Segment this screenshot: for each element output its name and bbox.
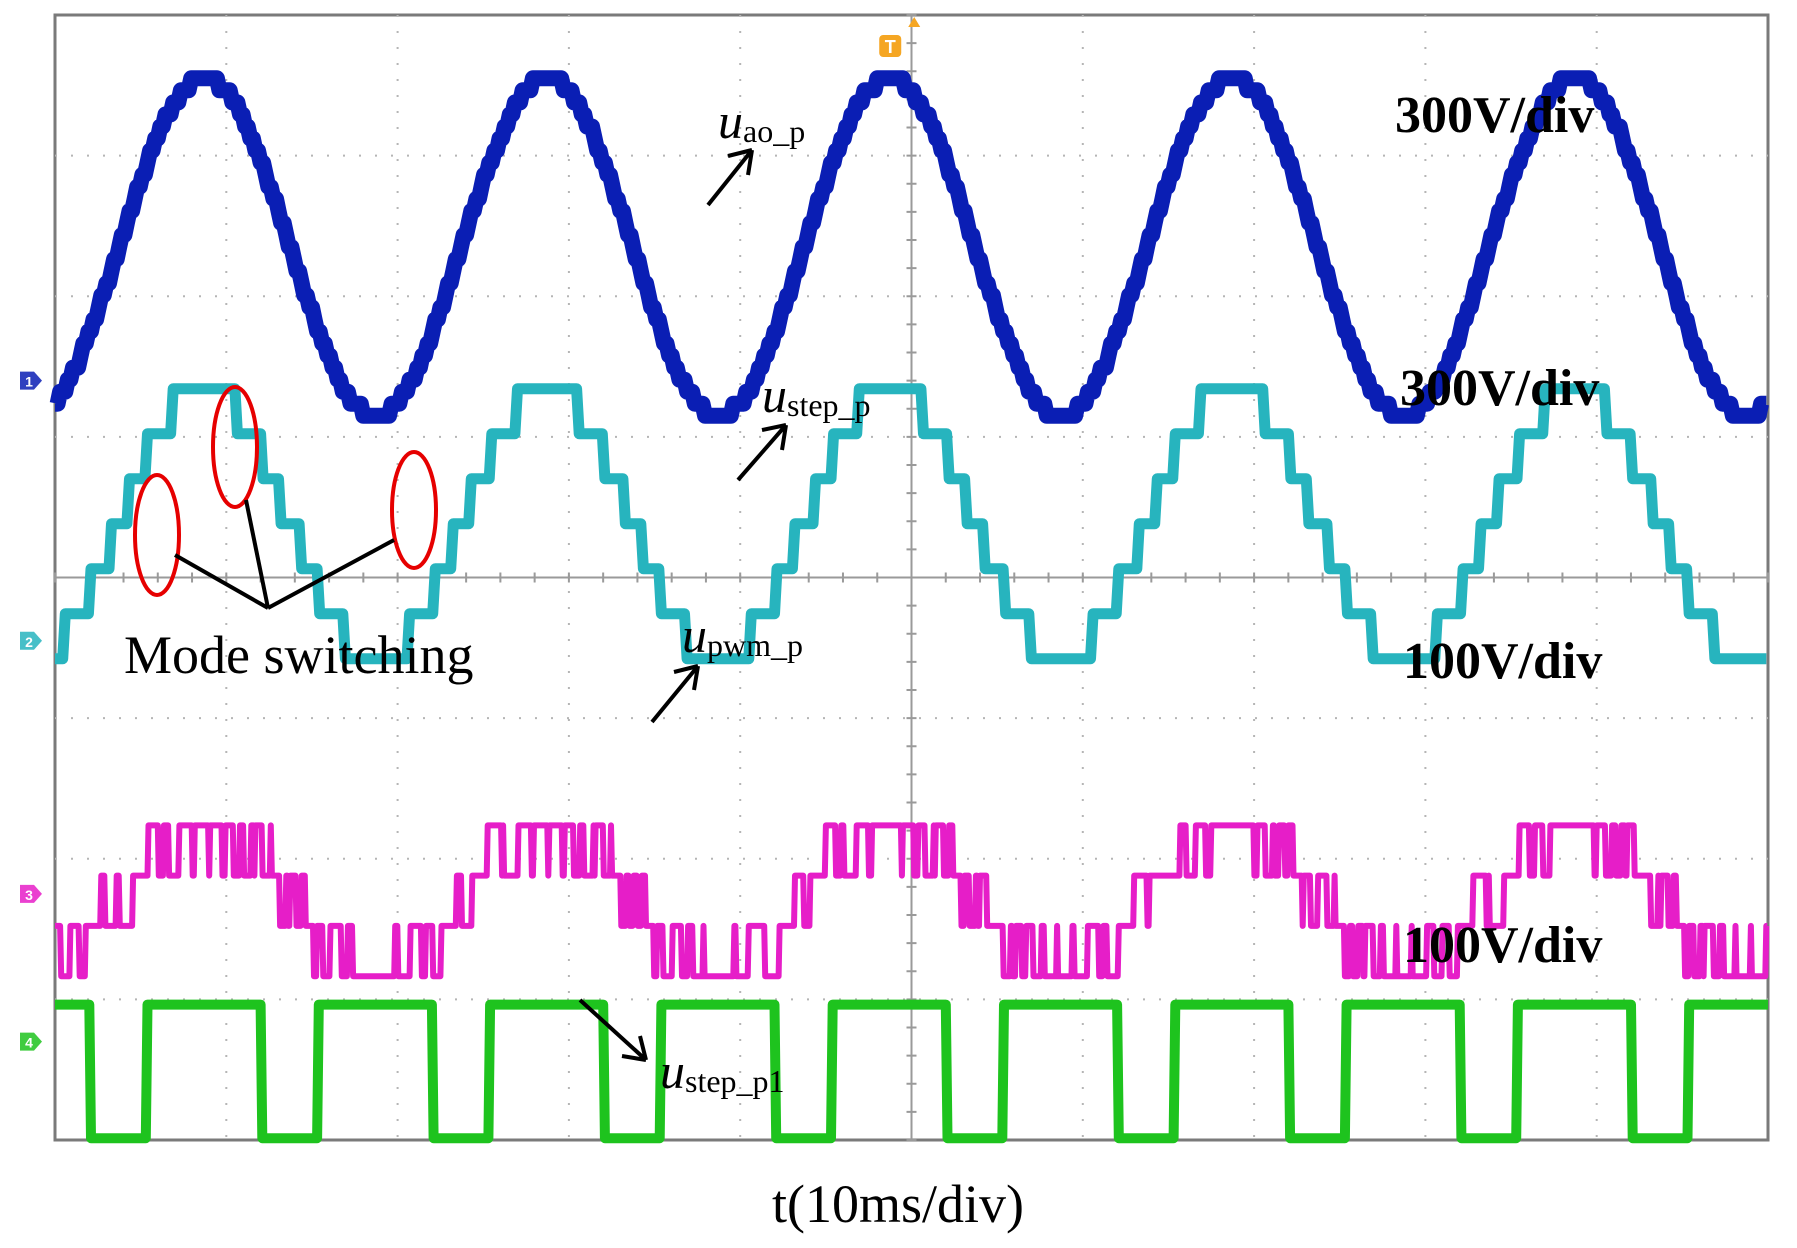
series-label-uao-main: u [718, 93, 743, 149]
trace-ustep1 [51, 999, 1772, 1144]
mode-switch-ellipse-2 [211, 385, 259, 509]
pointer-3 [267, 538, 395, 610]
trigger-letter: T [885, 37, 896, 57]
series-label-upwm-sub: pwm_p [707, 627, 803, 663]
scale-label-ch3: 100V/div [1403, 633, 1602, 690]
ref-marker-ch3-num: 3 [25, 887, 33, 903]
plot-grid [54, 14, 1769, 1141]
series-label-ustep1-sub: step_p1 [685, 1063, 785, 1099]
series-label-ustep1: ustep_p1 [660, 1043, 785, 1099]
scale-label-ch2: 300V/div [1400, 360, 1599, 417]
trace-uao [49, 70, 1772, 424]
mode-switch-pointers [174, 499, 395, 610]
series-label-ustep-sub: step_p [787, 387, 871, 423]
label-arrows [578, 148, 788, 1062]
scale-label-ch4: 100V/div [1403, 917, 1602, 974]
ref-marker-ch2 [20, 631, 42, 650]
mode-switch-highlights [133, 385, 438, 597]
series-label-ustep1-main: u [660, 1043, 685, 1099]
ref-marker-ch1-num: 1 [25, 374, 33, 390]
series-label-ustep: ustep_p [762, 367, 871, 423]
ref-marker-ch4 [20, 1032, 42, 1051]
ref-marker-ch1 [20, 371, 42, 390]
waveform-traces [49, 70, 1772, 1144]
ref-marker-ch4-num: 4 [25, 1035, 33, 1051]
mode-switch-ellipse-3 [390, 450, 438, 570]
channel-ref-markers: 1 2 3 4 [20, 371, 42, 1051]
scale-label-ch1: 300V/div [1395, 87, 1594, 144]
mode-switch-ellipse-1 [133, 473, 181, 597]
arrow-upwm [650, 664, 700, 724]
trigger-box [879, 35, 902, 57]
trigger-arrow [908, 17, 921, 27]
pointer-2 [244, 499, 270, 609]
series-label-ustep-main: u [762, 367, 787, 423]
trace-ustep [52, 383, 1770, 665]
arrow-uao [706, 148, 754, 207]
series-label-uao-sub: ao_p [743, 113, 805, 149]
arrow-ustep [736, 423, 788, 482]
series-label-uao: uao_p [718, 93, 805, 149]
pointer-1 [174, 553, 269, 610]
arrow-ustep1 [578, 998, 648, 1062]
series-label-upwm: upwm_p [682, 607, 803, 663]
x-axis-label: t(10ms/div) [772, 1174, 1024, 1234]
mode-switching-label: Mode switching [124, 625, 473, 685]
ref-marker-ch2-num: 2 [25, 634, 33, 650]
trace-upwm [53, 822, 1770, 980]
ref-marker-ch3 [20, 884, 42, 903]
trigger-marker: T [879, 17, 921, 57]
series-label-upwm-main: u [682, 607, 707, 663]
